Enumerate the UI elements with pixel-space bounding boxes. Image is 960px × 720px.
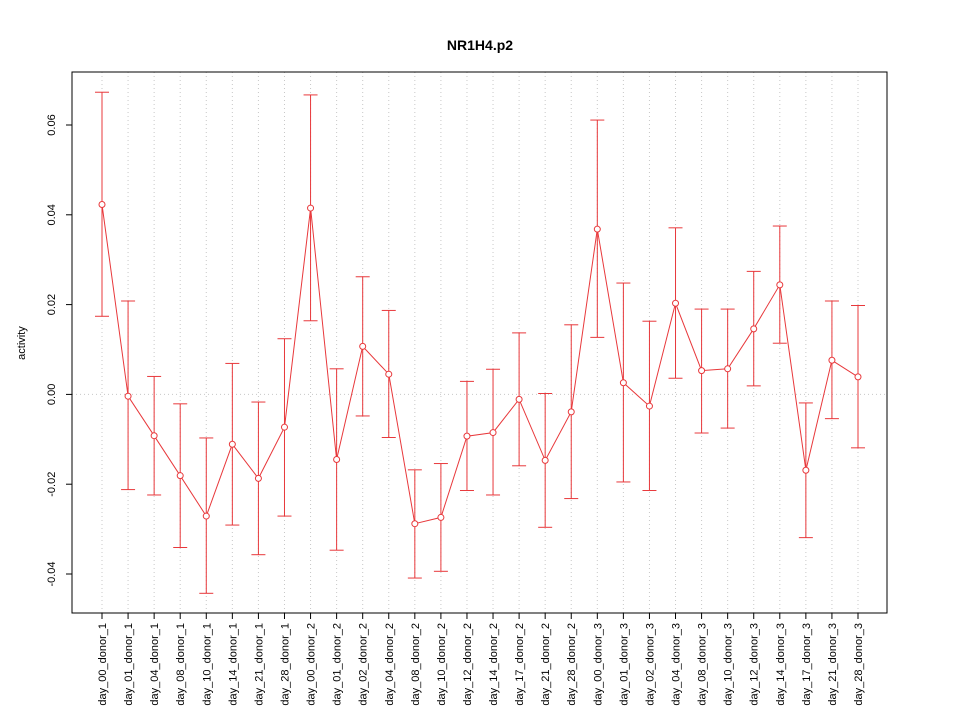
x-tick-label: day_10_donor_2 xyxy=(436,623,448,706)
data-point xyxy=(645,402,653,410)
y-axis-label: activity xyxy=(16,326,28,360)
y-tick-label: 0.02 xyxy=(46,294,58,315)
x-tick-label: day_10_donor_1 xyxy=(201,623,213,706)
y-tick-label: 0.04 xyxy=(46,204,58,225)
series-layer xyxy=(95,91,865,594)
x-tick-label: day_02_donor_2 xyxy=(358,623,370,706)
x-tick-label: day_01_donor_2 xyxy=(332,623,344,706)
x-tick-label: day_01_donor_3 xyxy=(618,623,630,706)
x-tick-label: day_04_donor_2 xyxy=(384,623,396,706)
data-point xyxy=(385,370,393,378)
data-point xyxy=(463,432,471,440)
x-tick-label: day_00_donor_3 xyxy=(592,623,604,706)
x-tick-label: day_08_donor_1 xyxy=(175,623,187,706)
x-tick-label: day_08_donor_3 xyxy=(697,623,709,706)
data-point xyxy=(541,456,549,464)
data-point xyxy=(489,429,497,437)
x-tick-label: day_10_donor_3 xyxy=(723,623,735,706)
x-tick-label: day_28_donor_3 xyxy=(853,623,865,706)
y-tick-label: 0.00 xyxy=(46,384,58,405)
data-point xyxy=(750,325,758,333)
x-tick-label: day_12_donor_2 xyxy=(462,623,474,706)
x-tick-label: day_12_donor_3 xyxy=(749,623,761,706)
x-tick-label: day_14_donor_3 xyxy=(775,623,787,706)
data-point xyxy=(593,225,601,233)
data-point xyxy=(98,200,106,208)
data-point xyxy=(359,342,367,350)
x-tick-label: day_02_donor_3 xyxy=(644,623,656,706)
data-point xyxy=(854,373,862,381)
plot-frame xyxy=(71,71,888,614)
data-point xyxy=(150,432,158,440)
data-point xyxy=(776,281,784,289)
data-point xyxy=(698,367,706,375)
y-tick-label: 0.06 xyxy=(46,114,58,135)
x-tick-label: day_17_donor_2 xyxy=(514,623,526,706)
y-axis: -0.04 -0.02 0.00 0.02 0.04 0.06 xyxy=(46,114,72,587)
x-tick-label: day_08_donor_2 xyxy=(410,623,422,706)
y-tick-label: -0.04 xyxy=(46,561,58,586)
x-tick-label: day_01_donor_1 xyxy=(123,623,135,706)
data-point xyxy=(567,408,575,416)
x-tick-label: day_04_donor_3 xyxy=(671,623,683,706)
x-tick-label: day_21_donor_3 xyxy=(827,623,839,706)
data-point xyxy=(254,474,262,482)
grid xyxy=(72,72,887,613)
x-tick-label: day_14_donor_2 xyxy=(488,623,500,706)
x-tick-label: day_21_donor_1 xyxy=(253,623,265,706)
data-point xyxy=(828,356,836,364)
data-point xyxy=(307,204,315,212)
data-point xyxy=(280,423,288,431)
x-tick-label: day_21_donor_2 xyxy=(540,623,552,706)
x-tick-label: day_28_donor_1 xyxy=(279,623,291,706)
data-point xyxy=(124,392,132,400)
series-line xyxy=(101,204,859,525)
data-point xyxy=(437,513,445,521)
x-tick-label: day_14_donor_1 xyxy=(227,623,239,706)
data-point xyxy=(515,395,523,403)
y-tick-label: -0.02 xyxy=(46,472,58,497)
data-point xyxy=(176,472,184,480)
data-point xyxy=(672,299,680,307)
data-point xyxy=(411,520,419,528)
data-point xyxy=(802,466,810,474)
data-point xyxy=(333,456,341,464)
data-point xyxy=(724,365,732,373)
x-tick-label: day_00_donor_1 xyxy=(97,623,109,706)
data-point xyxy=(202,512,210,520)
data-point xyxy=(619,379,627,387)
x-tick-label: day_28_donor_2 xyxy=(566,623,578,706)
x-tick-label: day_04_donor_1 xyxy=(149,623,161,706)
chart-title: NR1H4.p2 xyxy=(447,37,513,53)
x-tick-label: day_00_donor_2 xyxy=(306,623,318,706)
x-axis: day_00_donor_1 day_01_donor_1 day_04_donor… xyxy=(97,613,865,706)
x-tick-label: day_17_donor_3 xyxy=(801,623,813,706)
data-point xyxy=(228,440,236,448)
